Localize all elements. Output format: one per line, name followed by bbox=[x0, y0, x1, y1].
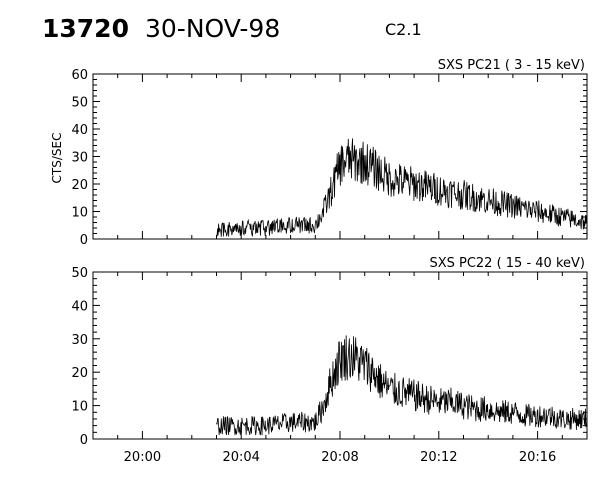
series-line-1-1 bbox=[216, 138, 588, 238]
x-tick-label: 20:04 bbox=[222, 450, 259, 465]
event-id: 13720 bbox=[42, 14, 129, 43]
y-tick-label: 20 bbox=[71, 366, 88, 381]
event-date: 30-NOV-98 bbox=[145, 14, 281, 43]
x-tick-label: 20:08 bbox=[321, 450, 358, 465]
y-tick-label: 10 bbox=[71, 400, 88, 415]
flare-class: C2.1 bbox=[385, 20, 422, 39]
x-tick-label: 20:16 bbox=[519, 450, 556, 465]
y-tick-label: 20 bbox=[71, 178, 88, 193]
x-tick-label: 20:00 bbox=[124, 450, 161, 465]
y-tick-label: 30 bbox=[71, 151, 88, 166]
y-tick-label: 0 bbox=[80, 233, 88, 248]
x-tick-label: 20:12 bbox=[420, 450, 457, 465]
y-tick-label: 40 bbox=[71, 123, 88, 138]
y-tick-label: 60 bbox=[71, 68, 88, 83]
y-tick-label: 40 bbox=[71, 299, 88, 314]
series-line-2-1 bbox=[216, 335, 588, 436]
y-tick-label: 30 bbox=[71, 333, 88, 348]
y-axis-label: CTS/SEC bbox=[50, 133, 64, 184]
y-tick-label: 0 bbox=[80, 433, 88, 448]
y-tick-label: 10 bbox=[71, 206, 88, 221]
panel-title-1: SXS PC21 ( 3 - 15 keV) bbox=[438, 58, 585, 73]
y-tick-label: 50 bbox=[71, 96, 88, 111]
panel-title-2: SXS PC22 ( 15 - 40 keV) bbox=[429, 256, 585, 271]
y-tick-label: 50 bbox=[71, 266, 88, 281]
